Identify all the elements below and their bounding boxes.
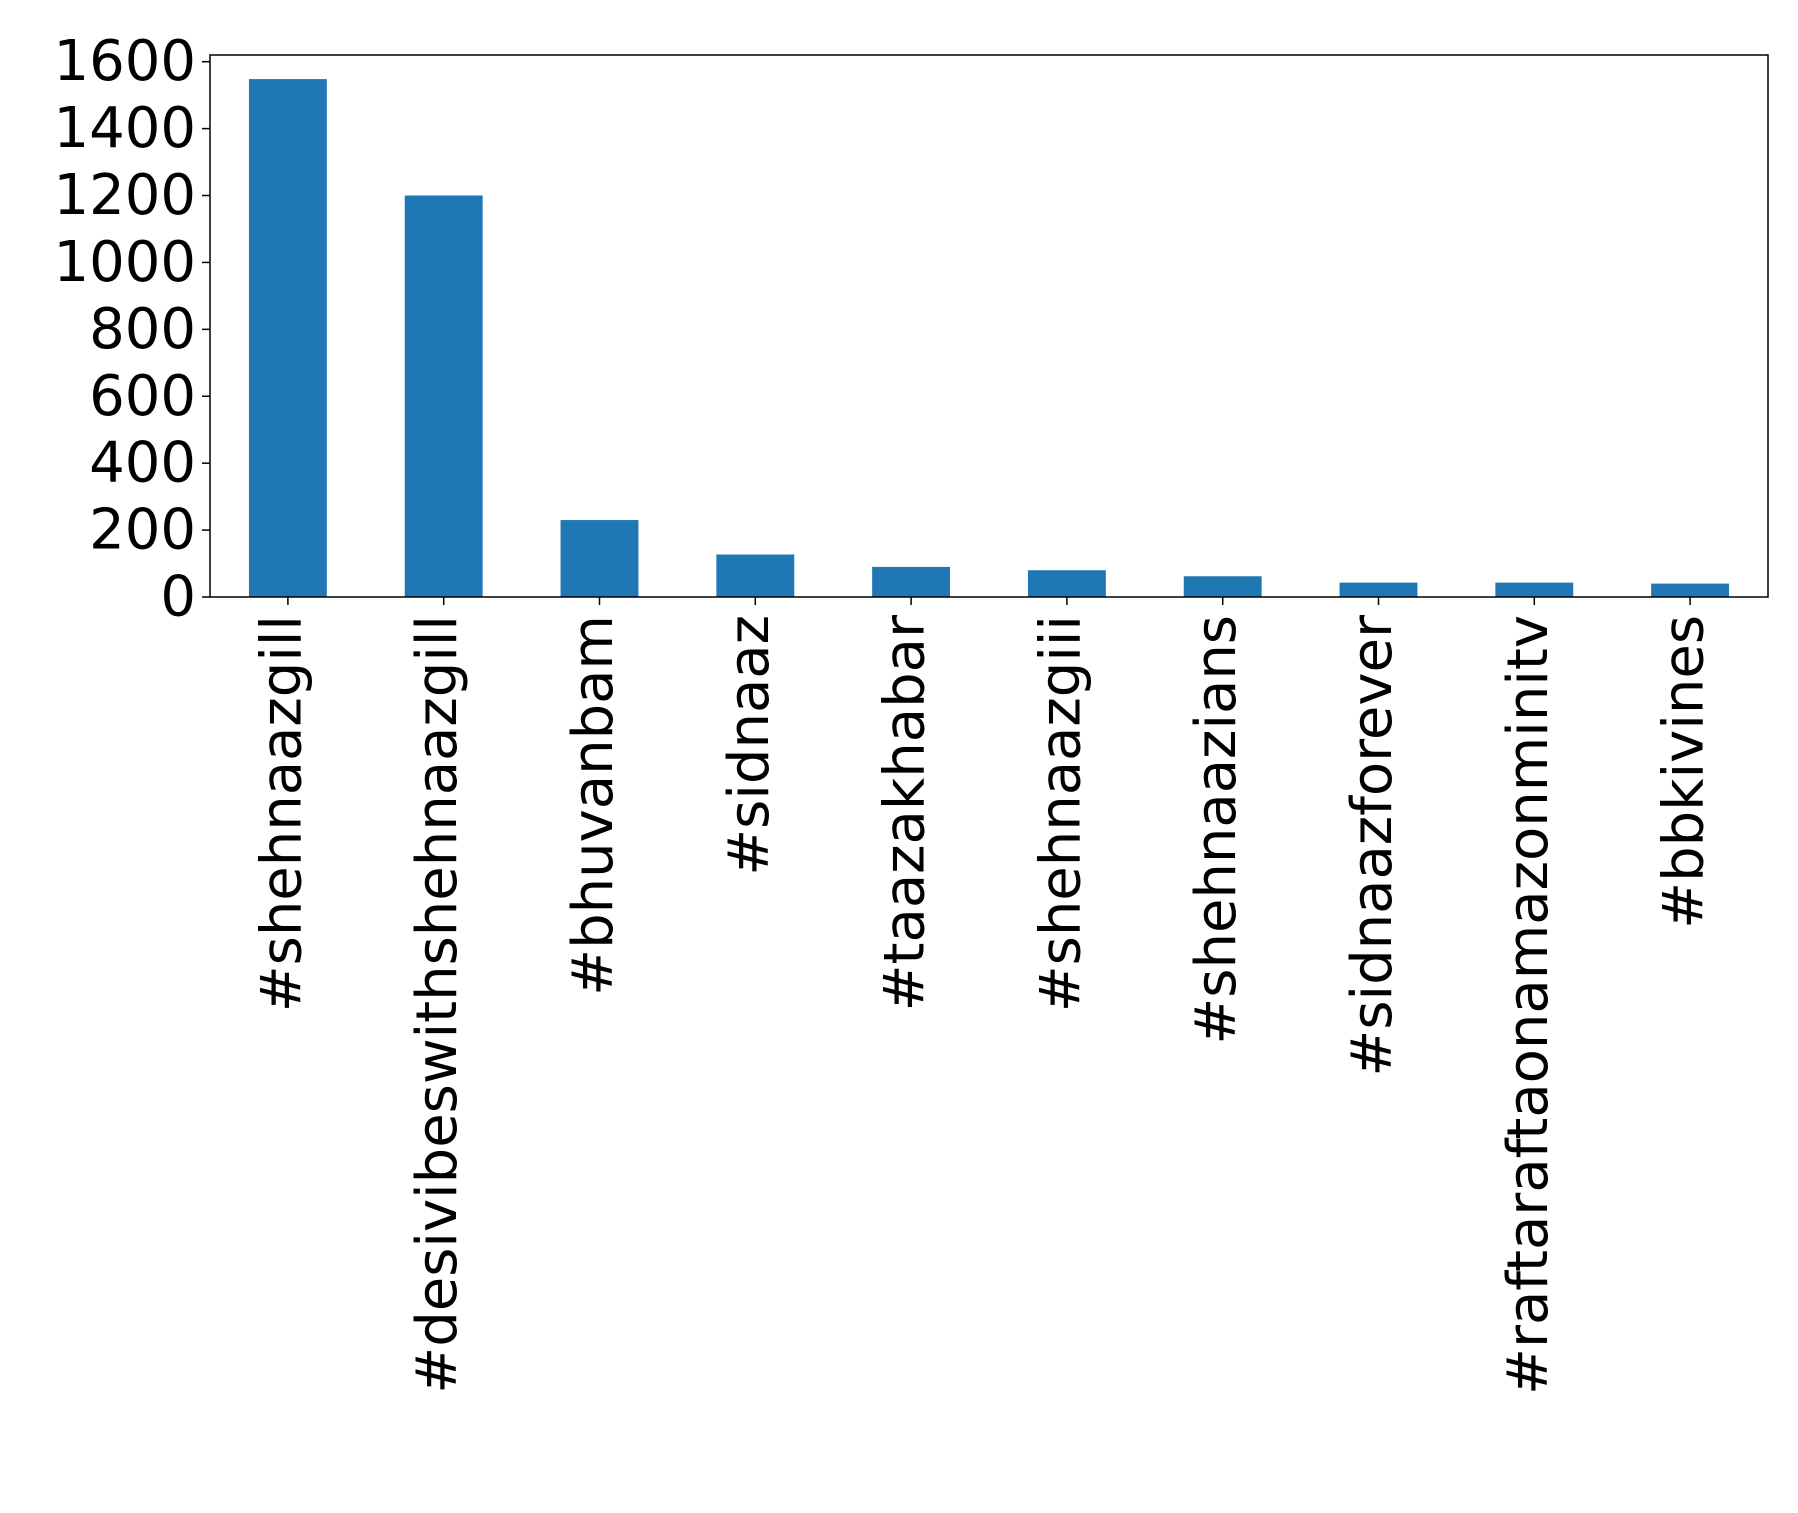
y-tick-label: 400 (89, 431, 196, 496)
y-tick-label: 1400 (53, 96, 196, 161)
y-tick-label: 1000 (53, 230, 196, 295)
x-tick-label: #bhuvanbam (561, 615, 626, 996)
bar-5 (1027, 570, 1106, 597)
bar-1 (404, 195, 483, 597)
bar-0 (248, 79, 327, 598)
x-tick-label: #raftaraftaonamazonminitv (1496, 615, 1561, 1395)
bar-7 (1339, 582, 1418, 597)
bar-2 (560, 520, 639, 597)
y-tick-label: 800 (89, 297, 196, 362)
x-axis: #shehnaazgill #desivibeswithshehnaazgill #… (249, 597, 1717, 1395)
y-tick-label: 200 (89, 498, 196, 563)
bars-group (248, 79, 1730, 598)
plot-frame (209, 54, 1769, 598)
x-tick-label: #taazakhabar (873, 614, 938, 1011)
x-tick-label: #sidnaazforever (1340, 614, 1405, 1077)
bar-6 (1183, 576, 1262, 597)
x-tick-label: #desivibeswithshehnaazgill (405, 615, 470, 1394)
bar-9 (1651, 583, 1730, 597)
x-tick-label: #bbkivines (1652, 615, 1717, 929)
x-tick-label: #sidnaaz (717, 615, 782, 876)
bar-8 (1495, 582, 1574, 597)
bar-3 (716, 554, 795, 597)
x-tick-label: #shehnaazians (1184, 615, 1249, 1045)
y-tick-label: 0 (160, 565, 196, 630)
y-tick-label: 600 (89, 364, 196, 429)
x-tick-label: #shehnaazgill (249, 615, 314, 1012)
y-tick-label: 1600 (53, 29, 196, 94)
y-tick-label: 1200 (53, 163, 196, 228)
x-tick-label: #shehnaazgiii (1028, 615, 1093, 1012)
bar-4 (872, 566, 951, 597)
